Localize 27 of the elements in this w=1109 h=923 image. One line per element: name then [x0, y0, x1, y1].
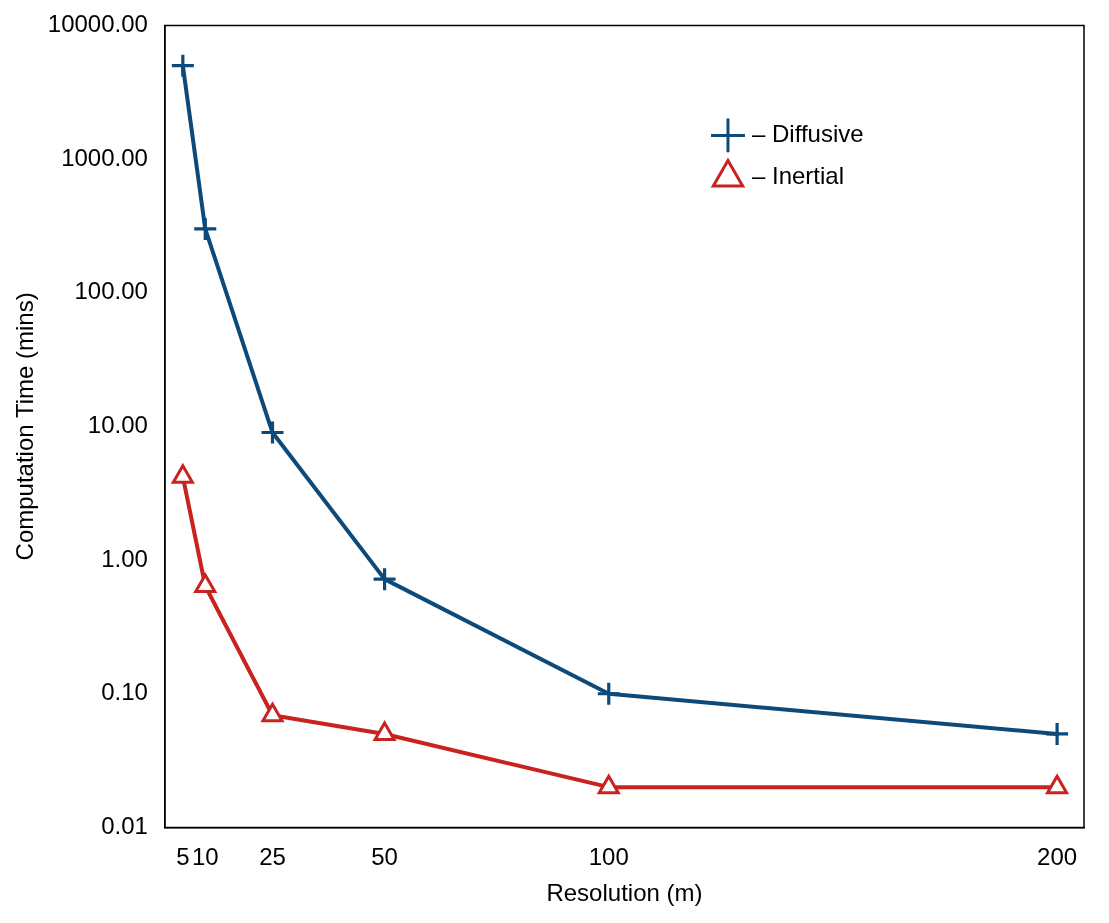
legend-label: – Diffusive	[751, 120, 864, 148]
x-tick-label: 10	[191, 843, 219, 871]
y-tick-label: 100.00	[74, 277, 148, 305]
x-tick-label: 5	[176, 843, 190, 871]
point	[261, 421, 284, 444]
y-tick-label: 1.00	[101, 544, 148, 572]
y-tick-label: 0.01	[101, 812, 148, 840]
point	[1046, 722, 1069, 745]
y-tick-label: 10.00	[87, 411, 148, 439]
x-tick-label: 200	[1037, 843, 1078, 871]
y-tick-label: 10000.00	[47, 10, 148, 38]
x-tick-label: 25	[259, 843, 286, 871]
y-axis-title: Computation Time (mins)	[11, 292, 39, 561]
y-tick-label: 1000.00	[61, 143, 148, 171]
point	[597, 774, 620, 795]
point	[1046, 774, 1069, 795]
x-axis-title: Resolution (m)	[546, 879, 703, 907]
x-tick-label: 50	[371, 843, 398, 871]
x-tick-label: 100	[588, 843, 629, 871]
y-tick-label: 0.10	[101, 678, 148, 706]
point	[171, 464, 194, 484]
point	[194, 217, 217, 240]
point	[373, 721, 396, 741]
point	[171, 54, 194, 77]
legend-label: – Inertial	[751, 162, 845, 190]
point	[261, 702, 284, 723]
point	[194, 573, 217, 593]
